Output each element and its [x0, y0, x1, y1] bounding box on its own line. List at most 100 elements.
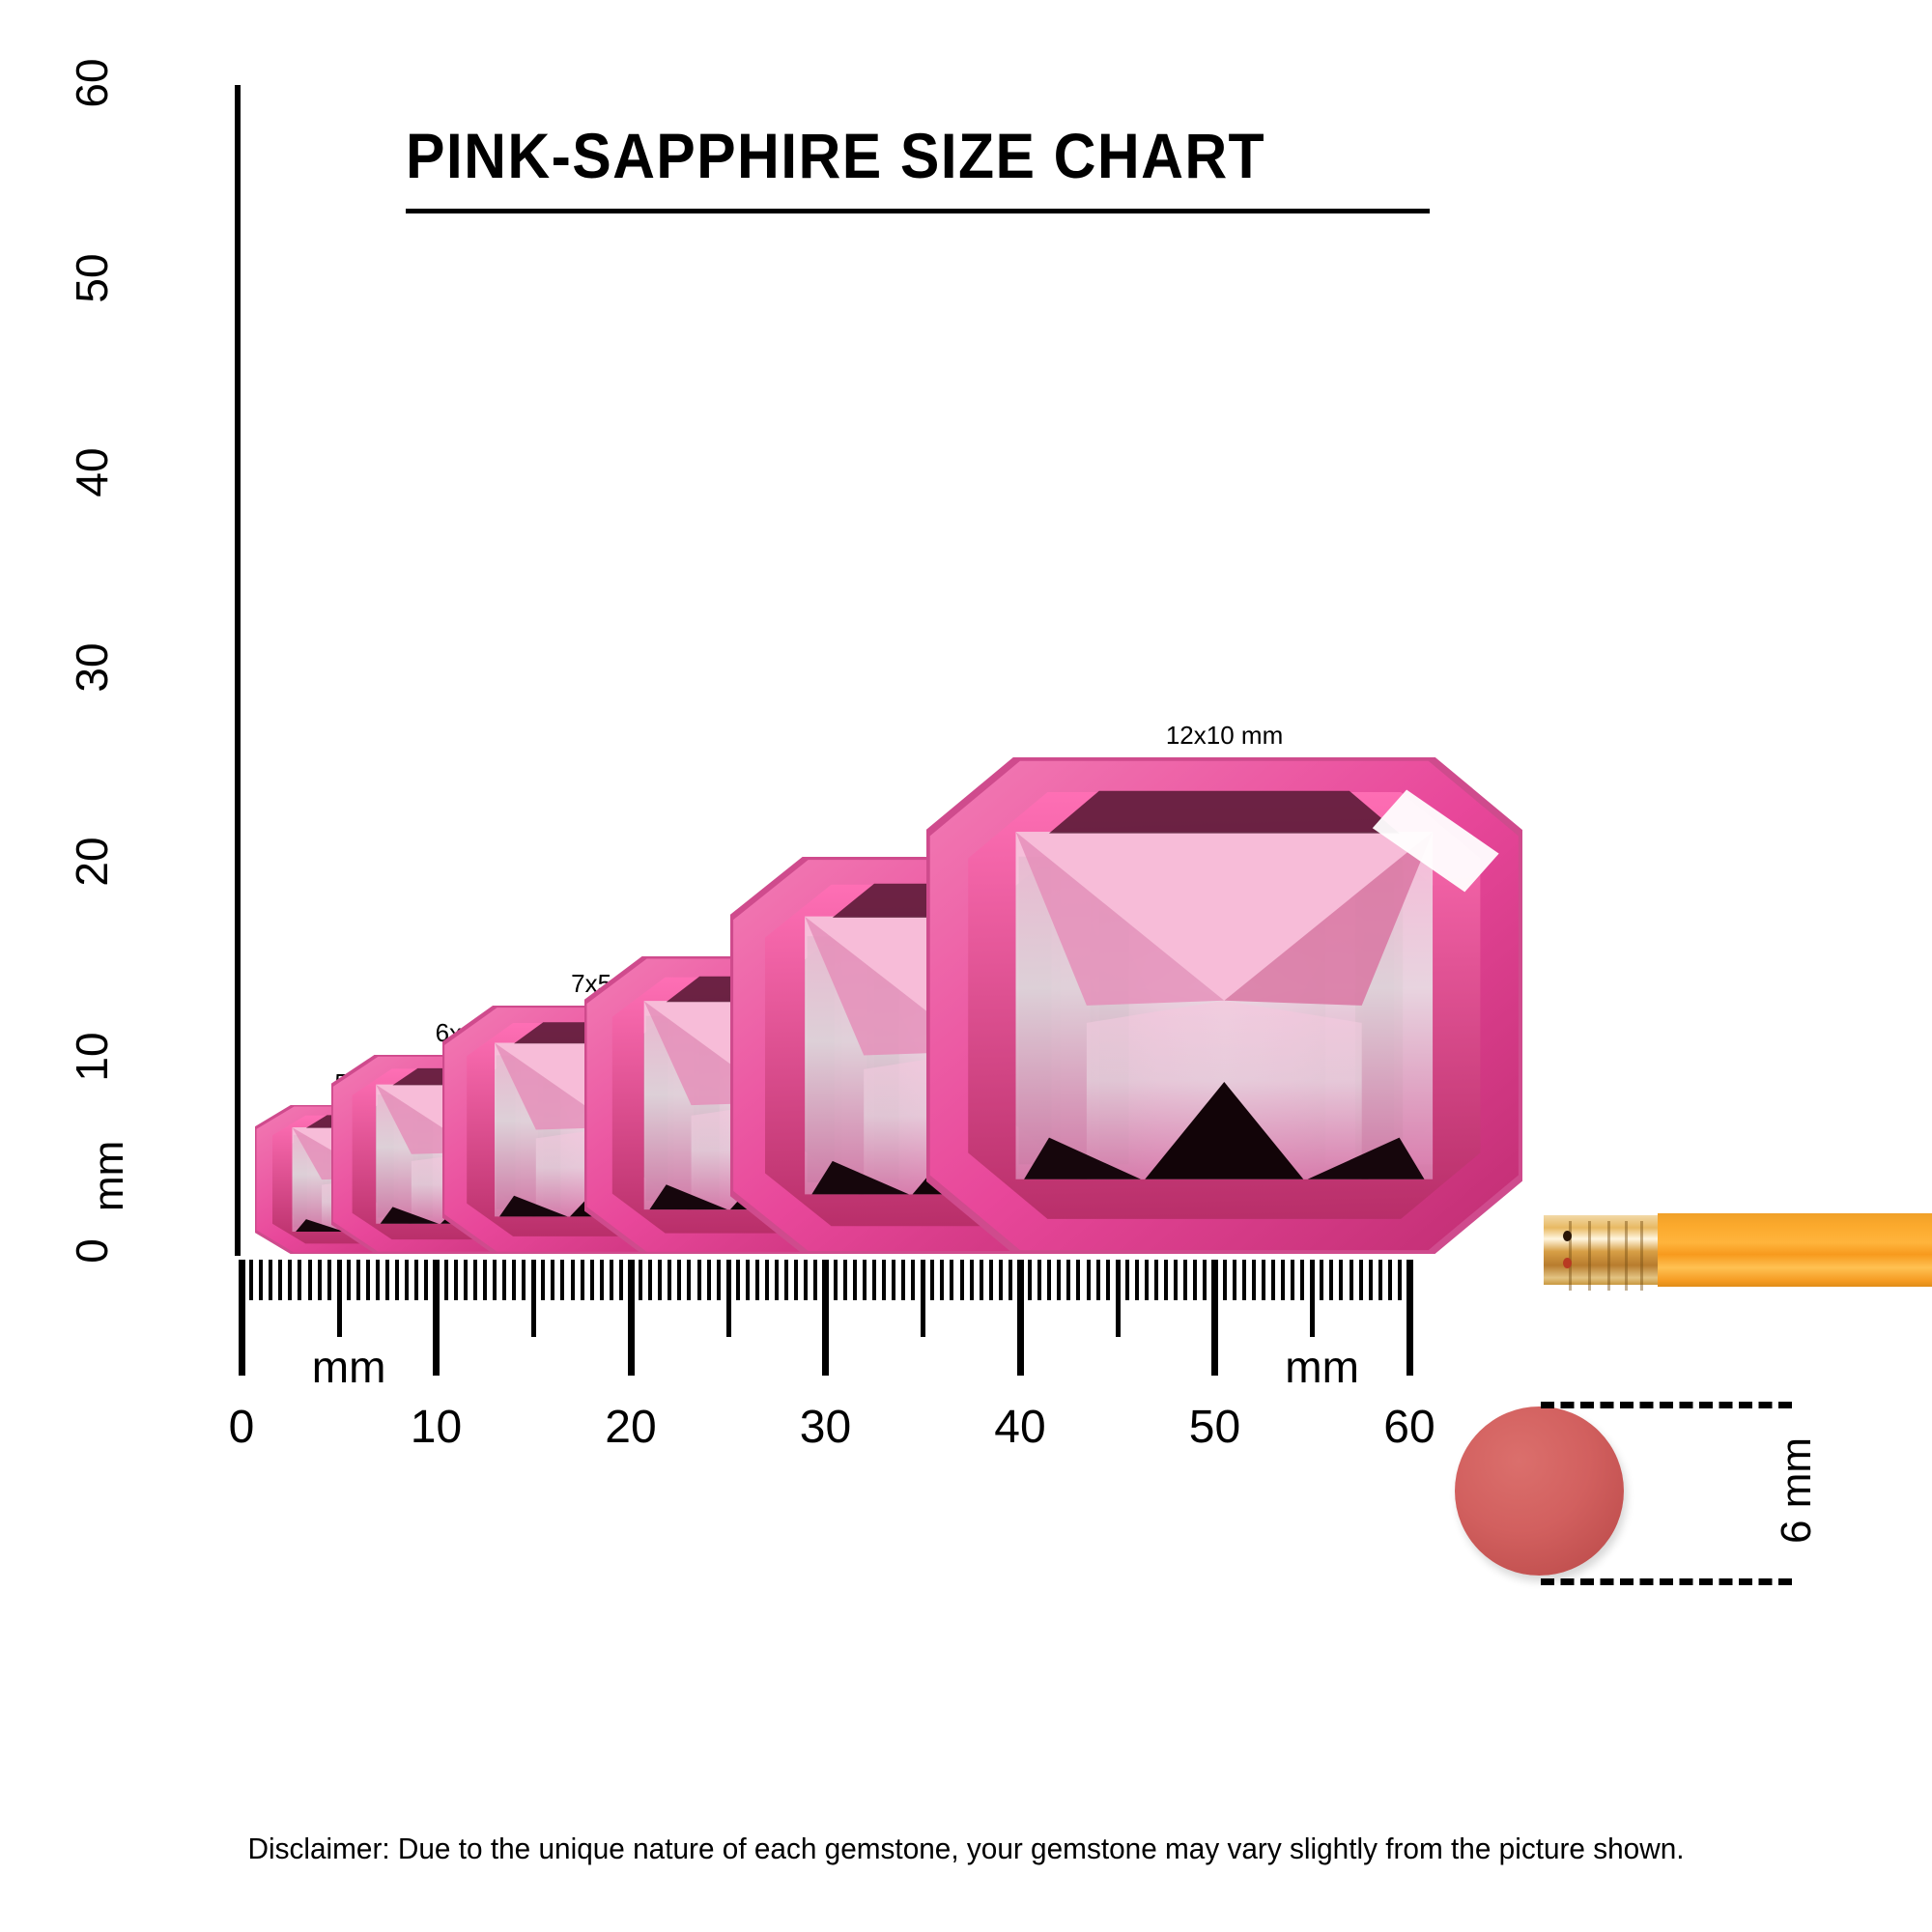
hruler-tick-minor: [696, 1260, 701, 1300]
hruler-tick-major: [433, 1260, 440, 1376]
ferrule-crimp-dot: [1563, 1231, 1572, 1241]
hruler-tick-minor: [1378, 1260, 1382, 1300]
hruler-tick-minor: [1028, 1260, 1033, 1300]
hruler-tick-minor: [1203, 1260, 1208, 1300]
gem-size-label: 12x10 mm: [1165, 721, 1284, 751]
hruler-tick-minor: [288, 1260, 293, 1300]
hruler-tick-minor: [269, 1260, 273, 1300]
hruler-tick-minor: [1241, 1260, 1246, 1300]
pencil-eraser: [1488, 1217, 1548, 1283]
hruler-tick-minor: [754, 1260, 759, 1300]
eraser-dimension-line-top: [1541, 1402, 1792, 1408]
hruler-unit-label-right: mm: [1285, 1342, 1359, 1392]
hruler-tick-minor: [259, 1260, 264, 1300]
hruler-tick-minor: [1261, 1260, 1265, 1300]
hruler-tick-minor: [677, 1260, 682, 1300]
ferrule-crimp-dot: [1563, 1258, 1572, 1268]
emerald-cut-gem-icon: [926, 757, 1522, 1254]
hruler-tick-minor: [852, 1260, 857, 1300]
pencil-reference: [1488, 1209, 1932, 1291]
hruler-tick-minor: [405, 1260, 410, 1300]
hruler-tick-minor: [1291, 1260, 1295, 1300]
hruler-tick-mid: [336, 1260, 342, 1337]
hruler-tick-minor: [327, 1260, 331, 1300]
hruler-tick-major: [1016, 1260, 1024, 1376]
eraser-dimension-label: 6 mm: [1773, 1436, 1820, 1544]
vertical-ruler-spine: [235, 85, 241, 1256]
hruler-tick-minor: [1086, 1260, 1091, 1300]
disclaimer-text: Disclaimer: Due to the unique nature of …: [247, 1832, 1685, 1865]
title-block: PINK-SAPPHIRE SIZE CHART: [406, 124, 1459, 213]
hruler-tick-minor: [1144, 1260, 1149, 1300]
hruler-tick-minor: [589, 1260, 594, 1300]
hruler-tick-minor: [1320, 1260, 1324, 1300]
hruler-tick-minor: [385, 1260, 390, 1300]
hruler-label-10: 10: [410, 1402, 463, 1453]
hruler-tick-minor: [813, 1260, 818, 1300]
hruler-tick-minor: [298, 1260, 302, 1300]
hruler-tick-minor: [365, 1260, 370, 1300]
hruler-tick-minor: [609, 1260, 613, 1300]
hruler-tick-minor: [735, 1260, 740, 1300]
hruler-unit-label-left: mm: [311, 1342, 386, 1392]
hruler-tick-minor: [1047, 1260, 1052, 1300]
hruler-tick-minor: [998, 1260, 1003, 1300]
hruler-tick-minor: [658, 1260, 663, 1300]
hruler-tick-major: [627, 1260, 635, 1376]
hruler-tick-minor: [979, 1260, 983, 1300]
pencil-body: [1658, 1213, 1932, 1287]
hruler-tick-mid: [531, 1260, 537, 1337]
hruler-tick-minor: [706, 1260, 711, 1300]
hruler-tick-minor: [842, 1260, 847, 1300]
ferrule-ring-icon: [1607, 1221, 1610, 1291]
hruler-tick-minor: [355, 1260, 360, 1300]
hruler-tick-minor: [1222, 1260, 1227, 1300]
hruler-tick-minor: [346, 1260, 351, 1300]
hruler-tick-minor: [1281, 1260, 1286, 1300]
hruler-tick-major: [1211, 1260, 1218, 1376]
hruler-tick-minor: [804, 1260, 809, 1300]
hruler-tick-minor: [1008, 1260, 1012, 1300]
hruler-tick-minor: [1037, 1260, 1042, 1300]
hruler-tick-minor: [930, 1260, 935, 1300]
pencil-ferrule: [1544, 1215, 1660, 1291]
hruler-tick-minor: [871, 1260, 876, 1300]
hruler-tick-minor: [1193, 1260, 1198, 1300]
vruler-label-10: 10: [67, 1031, 117, 1082]
hruler-tick-minor: [1300, 1260, 1305, 1300]
eraser-disc: [1455, 1406, 1624, 1576]
hruler-tick-minor: [969, 1260, 974, 1300]
hruler-label-20: 20: [605, 1402, 657, 1453]
hruler-tick-minor: [1232, 1260, 1236, 1300]
hruler-tick-minor: [502, 1260, 507, 1300]
hruler-tick-minor: [901, 1260, 906, 1300]
hruler-tick-minor: [482, 1260, 487, 1300]
gem-12x10[interactable]: 12x10 mm: [926, 721, 1522, 1254]
hruler-tick-major: [822, 1260, 829, 1376]
hruler-tick-minor: [1358, 1260, 1363, 1300]
hruler-tick-minor: [570, 1260, 575, 1300]
hruler-tick-minor: [278, 1260, 283, 1300]
hruler-tick-minor: [1387, 1260, 1392, 1300]
hruler-tick-minor: [512, 1260, 517, 1300]
hruler-tick-minor: [765, 1260, 770, 1300]
hruler-tick-minor: [1076, 1260, 1081, 1300]
horizontal-ruler: 0 10 20 30 40 50 60 mm mm: [0, 1256, 1932, 1488]
hruler-label-30: 30: [799, 1402, 852, 1453]
hruler-tick-minor: [648, 1260, 653, 1300]
hruler-tick-minor: [1349, 1260, 1353, 1300]
hruler-tick-minor: [1329, 1260, 1334, 1300]
hruler-tick-minor: [443, 1260, 448, 1300]
hruler-tick-minor: [580, 1260, 584, 1300]
hruler-tick-minor: [551, 1260, 555, 1300]
hruler-tick-mid: [1115, 1260, 1121, 1337]
hruler-tick-minor: [1105, 1260, 1110, 1300]
title-underline: [406, 209, 1430, 213]
hruler-tick-minor: [618, 1260, 623, 1300]
hruler-tick-minor: [317, 1260, 322, 1300]
hruler-tick-minor: [668, 1260, 672, 1300]
hruler-tick-minor: [988, 1260, 993, 1300]
hruler-label-0: 0: [228, 1402, 255, 1453]
hruler-tick-minor: [959, 1260, 964, 1300]
hruler-tick-minor: [1057, 1260, 1062, 1300]
